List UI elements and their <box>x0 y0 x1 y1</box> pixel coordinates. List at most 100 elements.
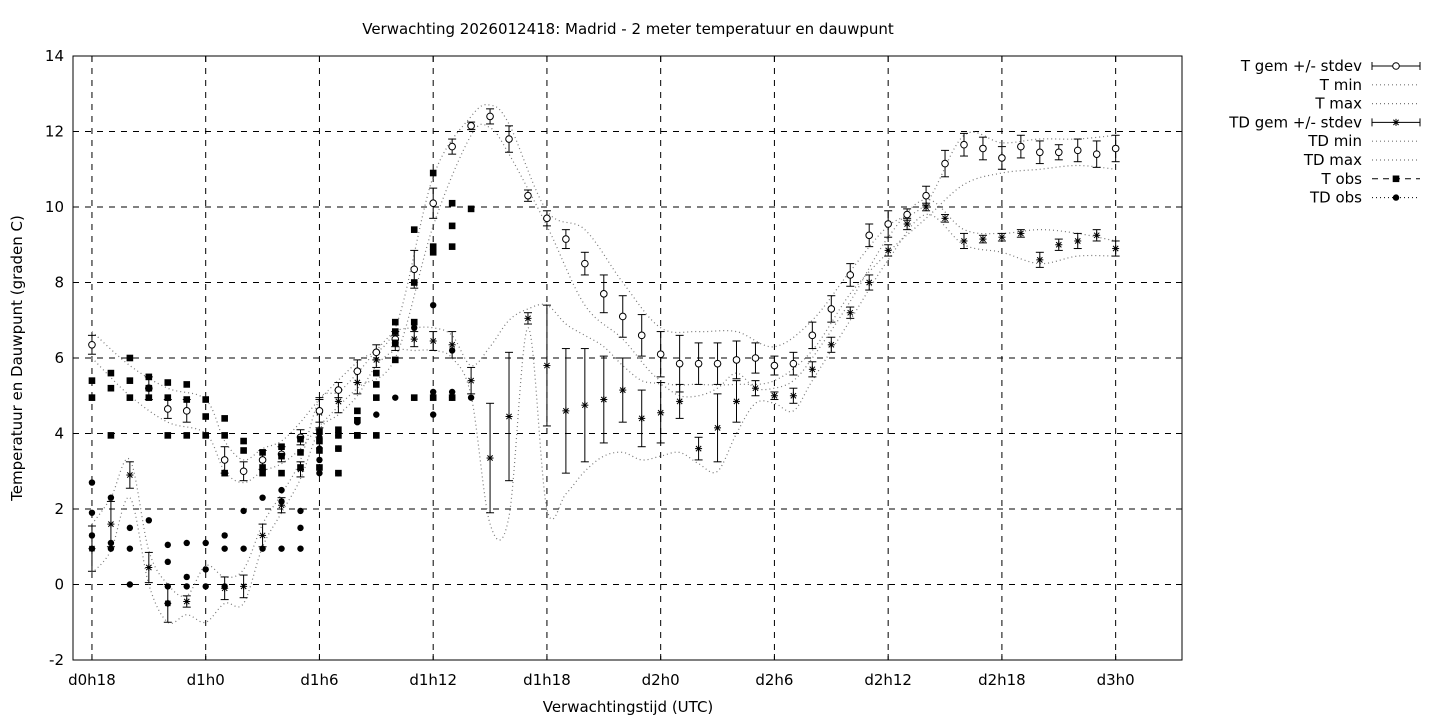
star-stroke <box>961 237 967 244</box>
t-mean-point <box>732 356 741 364</box>
y-tick-label: 10 <box>45 198 64 216</box>
t-mean-point <box>903 210 911 219</box>
td-mean-point <box>865 279 873 286</box>
t-mean-point <box>182 407 191 415</box>
td-obs-point <box>429 388 437 396</box>
t-mean-point <box>827 305 836 313</box>
star-stroke <box>373 356 380 363</box>
td-obs-point <box>429 411 437 418</box>
legend-item-t_max: T max <box>1314 95 1420 113</box>
td-mean-point <box>107 520 115 528</box>
t-obs-point <box>373 369 380 377</box>
t-mean-point <box>429 199 437 208</box>
td-mean-point <box>1074 237 1082 245</box>
error-bars <box>87 108 1120 623</box>
t-mean-point <box>751 354 760 362</box>
td-obs-point <box>373 411 380 418</box>
star-stroke <box>638 415 645 422</box>
legend-label: T min <box>1319 76 1362 94</box>
t-obs-point <box>429 249 437 256</box>
td-mean-point <box>429 337 437 345</box>
td-mean-point <box>183 597 191 605</box>
t-mean-point <box>258 456 267 464</box>
td-mean-point <box>922 203 930 211</box>
star-stroke <box>562 407 569 414</box>
t-mean-point <box>979 144 987 153</box>
legend-label: T gem +/- stdev <box>1240 57 1362 75</box>
td-obs-point <box>126 545 134 552</box>
t-obs-point <box>354 407 361 415</box>
star-stroke <box>1093 232 1100 239</box>
star-stroke <box>449 341 456 348</box>
t-mean-point <box>656 350 665 359</box>
t-mean-point <box>410 265 419 274</box>
star-stroke <box>942 215 949 222</box>
star-stroke <box>126 472 133 479</box>
star-stroke <box>524 315 531 322</box>
td-obs-point <box>316 434 323 441</box>
legend-item-t_mean: T gem +/- stdev <box>1240 57 1421 75</box>
star-stroke <box>676 398 683 405</box>
t-obs-point <box>278 469 285 477</box>
td-obs-point <box>164 541 171 549</box>
star-stroke <box>733 398 740 405</box>
t-mean-point <box>808 331 817 340</box>
star-stroke <box>430 338 437 344</box>
x-tick-label: d3h0 <box>1097 671 1135 689</box>
star-stroke <box>771 392 778 399</box>
td-obs-point <box>297 545 304 552</box>
t-obs-point <box>164 394 172 401</box>
star-stroke <box>714 424 721 431</box>
star-stroke <box>543 362 550 369</box>
t-obs-point <box>467 205 475 213</box>
legend-swatch-marker <box>1392 194 1400 201</box>
td-mean-point <box>126 471 134 479</box>
star-stroke <box>468 377 475 384</box>
td-obs-point <box>221 545 228 552</box>
t-obs-point <box>429 243 437 250</box>
t-mean-point <box>922 191 930 200</box>
star-stroke <box>885 247 892 254</box>
y-tick-label: 4 <box>54 425 64 443</box>
td-obs-point <box>164 558 171 566</box>
star-stroke <box>619 387 626 394</box>
t-obs-point <box>202 413 210 420</box>
t-obs-point <box>126 377 134 384</box>
t-obs-point <box>126 394 134 401</box>
td-mean-point <box>657 409 665 417</box>
t-obs-point <box>164 432 172 439</box>
td-mean-point <box>562 407 570 415</box>
star-stroke <box>752 385 759 392</box>
td-obs-point <box>107 545 115 552</box>
t-obs-point <box>410 279 418 286</box>
legend-label: TD min <box>1307 132 1362 150</box>
td-mean-point <box>240 582 248 590</box>
td-obs-point <box>335 445 342 452</box>
td-mean-point <box>903 220 911 228</box>
t-obs-point <box>297 435 304 443</box>
td-obs-point <box>297 524 304 532</box>
t-mean-point <box>448 142 456 151</box>
td-mean-point <box>410 335 418 343</box>
t-obs-point <box>373 394 380 401</box>
t-obs-point <box>145 384 153 392</box>
star-stroke <box>107 521 114 528</box>
star-stroke <box>1112 245 1119 252</box>
t-mean-point <box>543 214 551 223</box>
td-mean-point <box>714 424 722 432</box>
td-mean-point <box>770 392 778 400</box>
t-mean-point <box>220 456 229 464</box>
td-obs-point <box>467 394 475 401</box>
star-stroke <box>979 236 986 243</box>
y-tick-label: 6 <box>54 349 64 367</box>
axes: -2 0 2 4 6 8 10 12 14 d0h18 d1h0 d1h6 d1h12 d1h18 d2h0… <box>45 47 1183 689</box>
td-mean-point <box>486 454 494 462</box>
legend-item-td_min: TD min <box>1307 132 1420 150</box>
td-obs-point <box>448 394 456 401</box>
td-obs-point <box>202 539 209 547</box>
star-stroke <box>506 413 512 420</box>
t-mean-point <box>353 367 362 376</box>
t-obs-point <box>316 437 323 445</box>
t-mean-point <box>960 140 968 149</box>
legend-label: T max <box>1314 95 1362 113</box>
